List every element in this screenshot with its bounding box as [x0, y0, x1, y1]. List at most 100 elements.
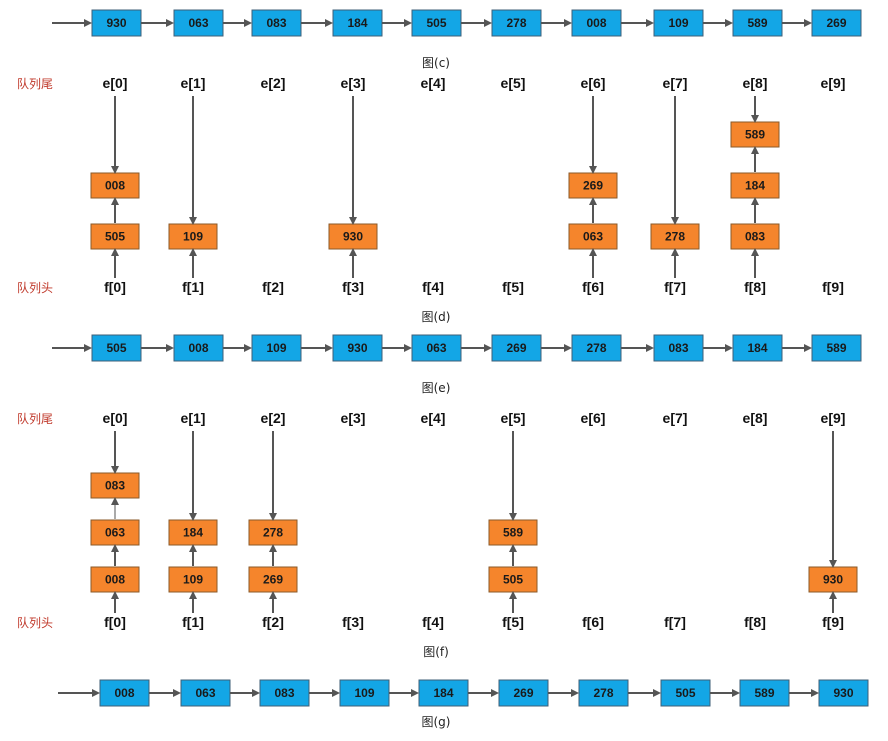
- bucket-tail-label: e[6]: [581, 410, 606, 426]
- list-node-box: [811, 334, 862, 362]
- figure-caption: 图(g): [422, 715, 451, 729]
- bucket-node: 109: [168, 566, 218, 593]
- bucket-tail-label: e[4]: [421, 410, 446, 426]
- bucket-head-label: f[2]: [262, 614, 284, 630]
- bucket-node-value: 589: [503, 526, 523, 540]
- bucket-head-label: f[9]: [822, 279, 844, 295]
- bucket-node: 063: [90, 519, 140, 546]
- bucket-node-box: [90, 472, 140, 499]
- queue-head-label: 队列头: [17, 615, 53, 630]
- list-node-value: 269: [826, 16, 846, 30]
- list-node-box: [332, 334, 383, 362]
- list-node: 109: [339, 679, 390, 707]
- bucket-node-value: 505: [105, 230, 125, 244]
- bucket-head-label: f[6]: [582, 279, 604, 295]
- list-node-value: 184: [347, 16, 367, 30]
- list-node-value: 505: [426, 16, 446, 30]
- list-node: 008: [99, 679, 150, 707]
- bucket-head-label: f[0]: [104, 614, 126, 630]
- list-node-box: [732, 9, 783, 37]
- list-node-box: [251, 9, 302, 37]
- bucket-node: 505: [488, 566, 538, 593]
- list-node: 008: [571, 9, 622, 37]
- list-node: 063: [411, 334, 462, 362]
- list-node-box: [653, 334, 704, 362]
- list-node-value: 589: [754, 686, 774, 700]
- list-node-value: 083: [266, 16, 286, 30]
- list-node: 109: [251, 334, 302, 362]
- list-node-value: 930: [833, 686, 853, 700]
- list-node-value: 063: [195, 686, 215, 700]
- bucket-tail-label: e[7]: [663, 75, 688, 91]
- bucket-head-label: f[9]: [822, 614, 844, 630]
- list-node: 184: [332, 9, 383, 37]
- bucket-node: 269: [248, 566, 298, 593]
- bucket-tail-label: e[3]: [341, 410, 366, 426]
- bucket-node-box: [90, 172, 140, 199]
- list-node: 269: [491, 334, 542, 362]
- linked-list-c: 930 063 083 184 505 278 008 109 589 269: [91, 9, 862, 37]
- list-node: 930: [91, 9, 142, 37]
- bucket-node-value: 063: [105, 526, 125, 540]
- list-node-box: [739, 679, 790, 707]
- bucket-node-box: [730, 172, 780, 199]
- bucket-tail-label: e[2]: [261, 75, 286, 91]
- list-node-box: [498, 679, 549, 707]
- figure-caption: 图(f): [423, 645, 449, 659]
- list-node-box: [818, 679, 869, 707]
- bucket-node-value: 269: [263, 573, 283, 587]
- list-node-value: 278: [586, 341, 606, 355]
- bucket-tail-label: e[9]: [821, 75, 846, 91]
- bucket-node-value: 278: [263, 526, 283, 540]
- list-node-value: 278: [506, 16, 526, 30]
- list-node-value: 930: [347, 341, 367, 355]
- queue-tail-label: 队列尾: [17, 411, 53, 426]
- bucket-head-label: f[0]: [104, 279, 126, 295]
- list-node-box: [418, 679, 469, 707]
- list-node-value: 109: [266, 341, 286, 355]
- bucket-node-value: 269: [583, 179, 603, 193]
- list-node-value: 008: [586, 16, 606, 30]
- list-node: 589: [739, 679, 790, 707]
- list-node: 589: [811, 334, 862, 362]
- bucket-node-value: 930: [343, 230, 363, 244]
- bucket-node: 184: [168, 519, 218, 546]
- bucket-node: 278: [248, 519, 298, 546]
- list-node-box: [578, 679, 629, 707]
- list-node-box: [173, 9, 224, 37]
- bucket-head-label: f[1]: [182, 279, 204, 295]
- list-node: 269: [498, 679, 549, 707]
- bucket-node: 184: [730, 172, 780, 199]
- list-node-value: 083: [274, 686, 294, 700]
- list-node: 008: [173, 334, 224, 362]
- list-node-value: 083: [668, 341, 688, 355]
- list-node-box: [173, 334, 224, 362]
- list-node: 063: [180, 679, 231, 707]
- bucket-node-value: 589: [745, 128, 765, 142]
- list-node-box: [571, 9, 622, 37]
- list-node: 505: [91, 334, 142, 362]
- bucket-node: 083: [730, 223, 780, 250]
- bucket-head-label: f[5]: [502, 279, 524, 295]
- bucket-tail-label: e[1]: [181, 410, 206, 426]
- queue-tail-label: 队列尾: [17, 76, 53, 91]
- bucket-tail-label: e[8]: [743, 75, 768, 91]
- bucket-node-box: [730, 223, 780, 250]
- list-node: 184: [418, 679, 469, 707]
- figure-caption: 图(e): [422, 381, 451, 395]
- bucket-head-label: f[4]: [422, 614, 444, 630]
- linked-list-e: 505 008 109 930 063 269 278 083 184 589: [91, 334, 862, 362]
- list-node-value: 278: [593, 686, 613, 700]
- list-node-box: [91, 334, 142, 362]
- list-node-box: [411, 9, 462, 37]
- bucket-tail-label: e[0]: [103, 410, 128, 426]
- bucket-node-box: [168, 519, 218, 546]
- bucket-head-label: f[2]: [262, 279, 284, 295]
- list-node: 109: [653, 9, 704, 37]
- bucket-head-label: f[4]: [422, 279, 444, 295]
- list-node: 083: [251, 9, 302, 37]
- bucket-node-value: 184: [183, 526, 203, 540]
- bucket-node: 063: [568, 223, 618, 250]
